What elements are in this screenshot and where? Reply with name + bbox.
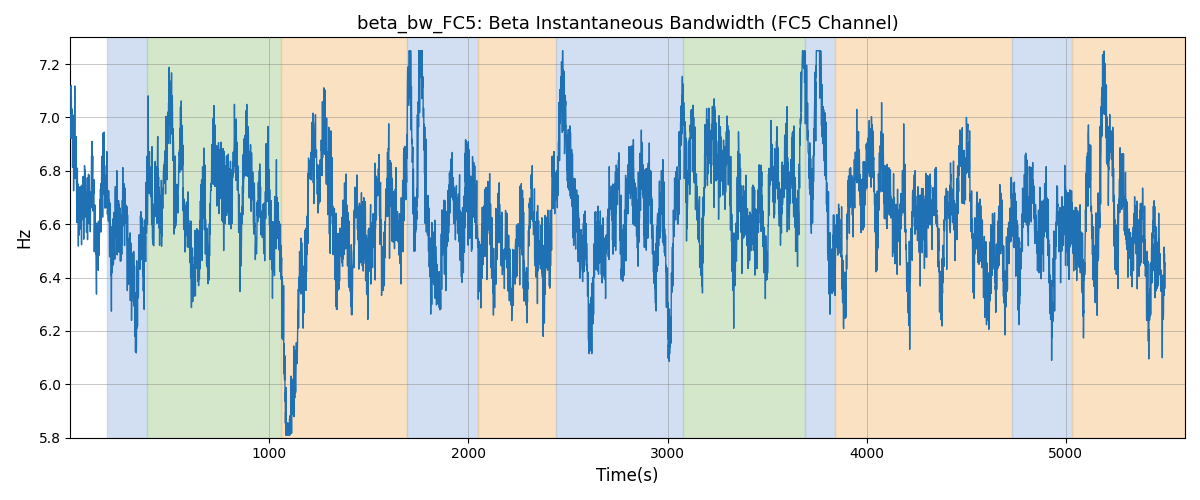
Bar xyxy=(407,38,479,438)
Bar xyxy=(805,38,835,438)
Bar xyxy=(107,38,148,438)
Bar xyxy=(1012,38,1072,438)
Y-axis label: Hz: Hz xyxy=(14,227,32,248)
Bar xyxy=(1072,38,1186,438)
Bar xyxy=(835,38,1012,438)
Bar xyxy=(556,38,684,438)
Bar xyxy=(479,38,556,438)
Bar xyxy=(148,38,281,438)
Bar xyxy=(684,38,805,438)
Title: beta_bw_FC5: Beta Instantaneous Bandwidth (FC5 Channel): beta_bw_FC5: Beta Instantaneous Bandwidt… xyxy=(356,15,899,34)
Bar xyxy=(281,38,407,438)
X-axis label: Time(s): Time(s) xyxy=(596,467,659,485)
